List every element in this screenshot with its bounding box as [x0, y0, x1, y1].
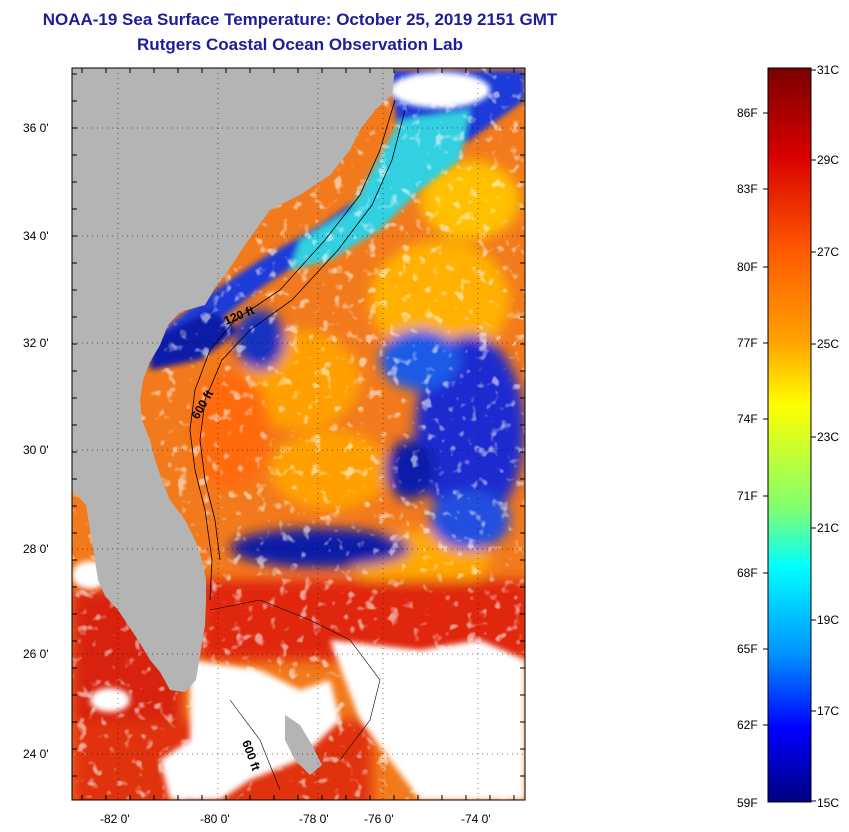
lat-label: 28 0'	[23, 542, 49, 556]
lon-label: -78 0'	[299, 812, 329, 826]
celsius-label: 15C	[817, 796, 839, 810]
sst-field	[72, 68, 525, 800]
fahrenheit-label: 59F	[737, 796, 758, 810]
celsius-label: 25C	[817, 337, 839, 351]
celsius-label: 19C	[817, 613, 839, 627]
temperature-colorbar	[767, 67, 812, 803]
fahrenheit-label: 71F	[737, 489, 758, 503]
map-title: NOAA-19 Sea Surface Temperature: October…	[42, 10, 558, 29]
lat-label: 34 0'	[23, 229, 49, 243]
land-islands	[285, 715, 322, 775]
celsius-label: 21C	[817, 521, 839, 535]
lat-label: 26 0'	[23, 647, 49, 661]
lat-label: 36 0'	[23, 121, 49, 135]
lon-label: -82 0'	[100, 812, 130, 826]
celsius-label: 23C	[817, 430, 839, 444]
graticule	[72, 68, 525, 800]
lon-label: -74 0'	[461, 812, 491, 826]
lat-label: 32 0'	[23, 336, 49, 350]
fahrenheit-label: 65F	[737, 642, 758, 656]
fahrenheit-label: 62F	[737, 718, 758, 732]
fahrenheit-label: 80F	[737, 260, 758, 274]
celsius-labels: 31C 29C 27C 25C 23C 21C 19C 17C 15C	[817, 63, 839, 810]
celsius-label: 29C	[817, 153, 839, 167]
fahrenheit-label: 74F	[737, 412, 758, 426]
map-subtitle: Rutgers Coastal Ocean Observation Lab	[137, 35, 463, 54]
colorbar-ticks	[763, 69, 816, 802]
fahrenheit-label: 86F	[737, 106, 758, 120]
fahrenheit-label: 83F	[737, 182, 758, 196]
lon-label: -80 0'	[200, 812, 230, 826]
longitude-labels: -82 0' -80 0' -78 0' -76 0' -74 0'	[100, 812, 491, 826]
land-mainland	[72, 68, 395, 692]
celsius-label: 17C	[817, 704, 839, 718]
fahrenheit-label: 77F	[737, 336, 758, 350]
celsius-label: 31C	[817, 63, 839, 77]
lon-label: -76 0'	[364, 812, 394, 826]
latitude-labels: 36 0' 34 0' 32 0' 30 0' 28 0' 26 0' 24 0…	[23, 121, 49, 761]
axis-ticks	[72, 68, 525, 800]
fahrenheit-label: 68F	[737, 566, 758, 580]
lat-label: 30 0'	[23, 443, 49, 457]
lat-label: 24 0'	[23, 747, 49, 761]
fahrenheit-labels: 86F 83F 80F 77F 74F 71F 68F 65F 62F 59F	[737, 106, 758, 810]
celsius-label: 27C	[817, 245, 839, 259]
